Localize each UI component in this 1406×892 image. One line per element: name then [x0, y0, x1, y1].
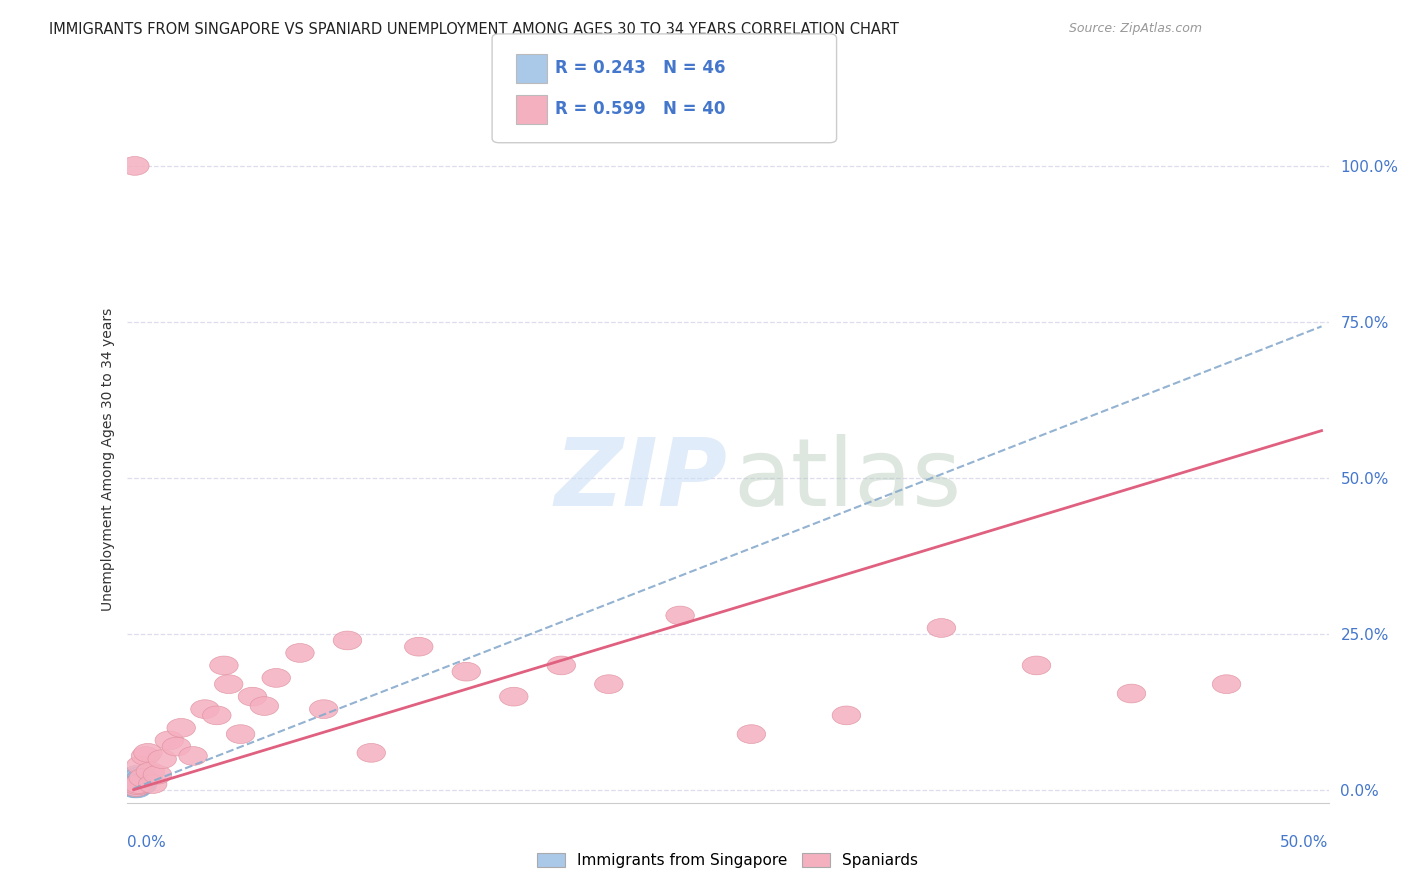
Ellipse shape — [127, 776, 155, 795]
Ellipse shape — [333, 632, 361, 649]
Ellipse shape — [121, 779, 149, 797]
Ellipse shape — [125, 774, 153, 794]
Ellipse shape — [285, 644, 314, 662]
Ellipse shape — [547, 657, 575, 674]
Text: 0.0%: 0.0% — [127, 836, 166, 850]
Ellipse shape — [143, 765, 172, 784]
Ellipse shape — [129, 771, 157, 789]
Ellipse shape — [125, 767, 155, 786]
Ellipse shape — [1212, 674, 1240, 694]
Ellipse shape — [124, 774, 153, 794]
Ellipse shape — [595, 674, 623, 694]
Ellipse shape — [134, 744, 162, 762]
Ellipse shape — [124, 772, 152, 790]
Ellipse shape — [309, 699, 337, 719]
Ellipse shape — [832, 706, 860, 724]
Text: IMMIGRANTS FROM SINGAPORE VS SPANIARD UNEMPLOYMENT AMONG AGES 30 TO 34 YEARS COR: IMMIGRANTS FROM SINGAPORE VS SPANIARD UN… — [49, 22, 898, 37]
Ellipse shape — [162, 737, 191, 756]
Ellipse shape — [136, 762, 165, 781]
Ellipse shape — [666, 607, 695, 624]
Ellipse shape — [121, 157, 149, 176]
Ellipse shape — [122, 774, 152, 794]
Ellipse shape — [122, 776, 152, 795]
Ellipse shape — [121, 772, 150, 790]
Ellipse shape — [357, 744, 385, 762]
Text: Source: ZipAtlas.com: Source: ZipAtlas.com — [1069, 22, 1202, 36]
Ellipse shape — [122, 778, 150, 797]
Ellipse shape — [131, 747, 160, 765]
Ellipse shape — [127, 756, 155, 774]
Ellipse shape — [124, 770, 152, 789]
Text: R = 0.243   N = 46: R = 0.243 N = 46 — [555, 59, 725, 77]
Ellipse shape — [927, 619, 956, 637]
Ellipse shape — [124, 765, 152, 784]
Ellipse shape — [148, 749, 176, 769]
Ellipse shape — [121, 777, 149, 796]
Legend: Immigrants from Singapore, Spaniards: Immigrants from Singapore, Spaniards — [531, 847, 924, 874]
Ellipse shape — [125, 771, 153, 789]
Ellipse shape — [122, 778, 150, 797]
Text: atlas: atlas — [734, 434, 962, 526]
Ellipse shape — [127, 773, 156, 792]
Ellipse shape — [128, 772, 156, 790]
Ellipse shape — [125, 770, 155, 789]
Ellipse shape — [122, 772, 152, 790]
Ellipse shape — [1118, 684, 1146, 703]
Ellipse shape — [128, 770, 156, 789]
Ellipse shape — [262, 669, 291, 687]
Ellipse shape — [122, 776, 150, 795]
Ellipse shape — [179, 747, 207, 765]
Ellipse shape — [138, 774, 167, 794]
Y-axis label: Unemployment Among Ages 30 to 34 years: Unemployment Among Ages 30 to 34 years — [101, 308, 115, 611]
Ellipse shape — [122, 779, 152, 797]
Ellipse shape — [191, 699, 219, 719]
Ellipse shape — [125, 769, 153, 788]
Ellipse shape — [209, 657, 238, 674]
Ellipse shape — [451, 662, 481, 681]
Ellipse shape — [129, 768, 157, 787]
Ellipse shape — [128, 768, 156, 787]
Ellipse shape — [120, 778, 149, 797]
Ellipse shape — [405, 638, 433, 657]
Ellipse shape — [238, 688, 267, 706]
Text: R = 0.599   N = 40: R = 0.599 N = 40 — [555, 100, 725, 118]
Ellipse shape — [737, 724, 766, 744]
Ellipse shape — [499, 688, 529, 706]
Text: 50.0%: 50.0% — [1281, 836, 1329, 850]
Ellipse shape — [127, 770, 155, 789]
Ellipse shape — [124, 778, 152, 797]
Ellipse shape — [122, 768, 150, 787]
Ellipse shape — [124, 771, 153, 789]
Ellipse shape — [121, 773, 149, 792]
Ellipse shape — [167, 719, 195, 737]
Ellipse shape — [124, 777, 152, 796]
Ellipse shape — [121, 779, 150, 797]
Ellipse shape — [124, 776, 153, 795]
Ellipse shape — [124, 772, 152, 791]
Ellipse shape — [128, 772, 156, 791]
Ellipse shape — [1022, 657, 1050, 674]
Ellipse shape — [122, 770, 150, 789]
Ellipse shape — [129, 768, 157, 787]
Ellipse shape — [155, 731, 184, 749]
Ellipse shape — [122, 773, 150, 792]
Ellipse shape — [128, 776, 156, 795]
Ellipse shape — [127, 774, 155, 794]
Ellipse shape — [121, 774, 149, 794]
Ellipse shape — [124, 767, 153, 786]
Ellipse shape — [120, 776, 149, 795]
Ellipse shape — [202, 706, 231, 724]
Ellipse shape — [124, 768, 152, 787]
Ellipse shape — [122, 777, 150, 796]
Ellipse shape — [215, 674, 243, 694]
Ellipse shape — [128, 774, 157, 794]
Text: ZIP: ZIP — [555, 434, 728, 526]
Ellipse shape — [250, 697, 278, 715]
Ellipse shape — [125, 773, 153, 792]
Ellipse shape — [127, 772, 155, 791]
Ellipse shape — [226, 724, 254, 744]
